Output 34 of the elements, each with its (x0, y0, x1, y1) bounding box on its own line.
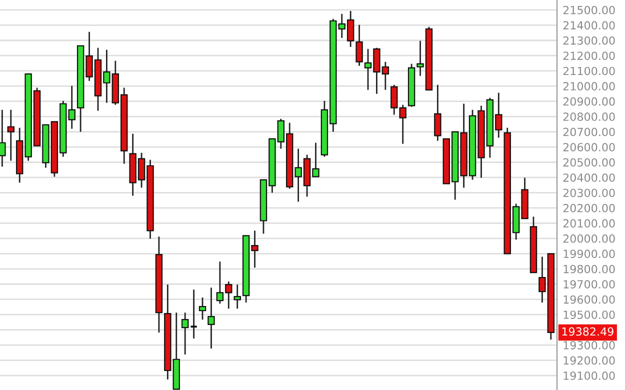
y-tick-label: 19600.00 (564, 295, 615, 304)
candlestick (434, 84, 442, 142)
y-tick-label: 21100.00 (563, 66, 615, 76)
candlestick (190, 288, 198, 340)
candlestick (234, 284, 241, 310)
y-tick-label: 20300.00 (563, 188, 615, 198)
y-tick-label: 20400.00 (563, 173, 615, 182)
y-tick-label: 20000.00 (563, 234, 615, 243)
y-tick-label: 19100.00 (564, 372, 615, 380)
y-tick-label: 20900.00 (563, 97, 615, 106)
candlestick (356, 24, 363, 67)
y-tick-label: 20600.00 (563, 142, 615, 152)
candlestick (7, 109, 14, 162)
y-tick-label: 21200.00 (563, 52, 615, 60)
y-tick-label: 21000.00 (563, 82, 615, 90)
y-tick-label: 19500.00 (564, 310, 615, 319)
y-tick-label: 19800.00 (564, 264, 615, 274)
candlestick (208, 286, 215, 350)
y-tick-label: 21400.00 (563, 21, 615, 30)
y-tick-label: 19200.00 (564, 356, 615, 365)
y-tick-label: 19300.00 (564, 341, 615, 350)
y-tick-label: 20700.00 (563, 128, 615, 136)
candlestick (198, 296, 206, 320)
text: 19382.49 (562, 327, 614, 336)
y-tick-label: 21500.00 (563, 6, 615, 14)
y-tick-label: 19700.00 (564, 280, 615, 288)
y-tick-label: 19900.00 (564, 250, 615, 258)
y-tick-label: 20500.00 (563, 158, 615, 167)
y-tick-label: 20800.00 (563, 112, 615, 121)
y-tick-label: 20200.00 (563, 204, 615, 212)
y-tick-label: 20100.00 (563, 219, 615, 228)
candlestick (0, 109, 6, 168)
candlestick (181, 312, 189, 356)
y-tick-label: 21300.00 (563, 36, 615, 45)
